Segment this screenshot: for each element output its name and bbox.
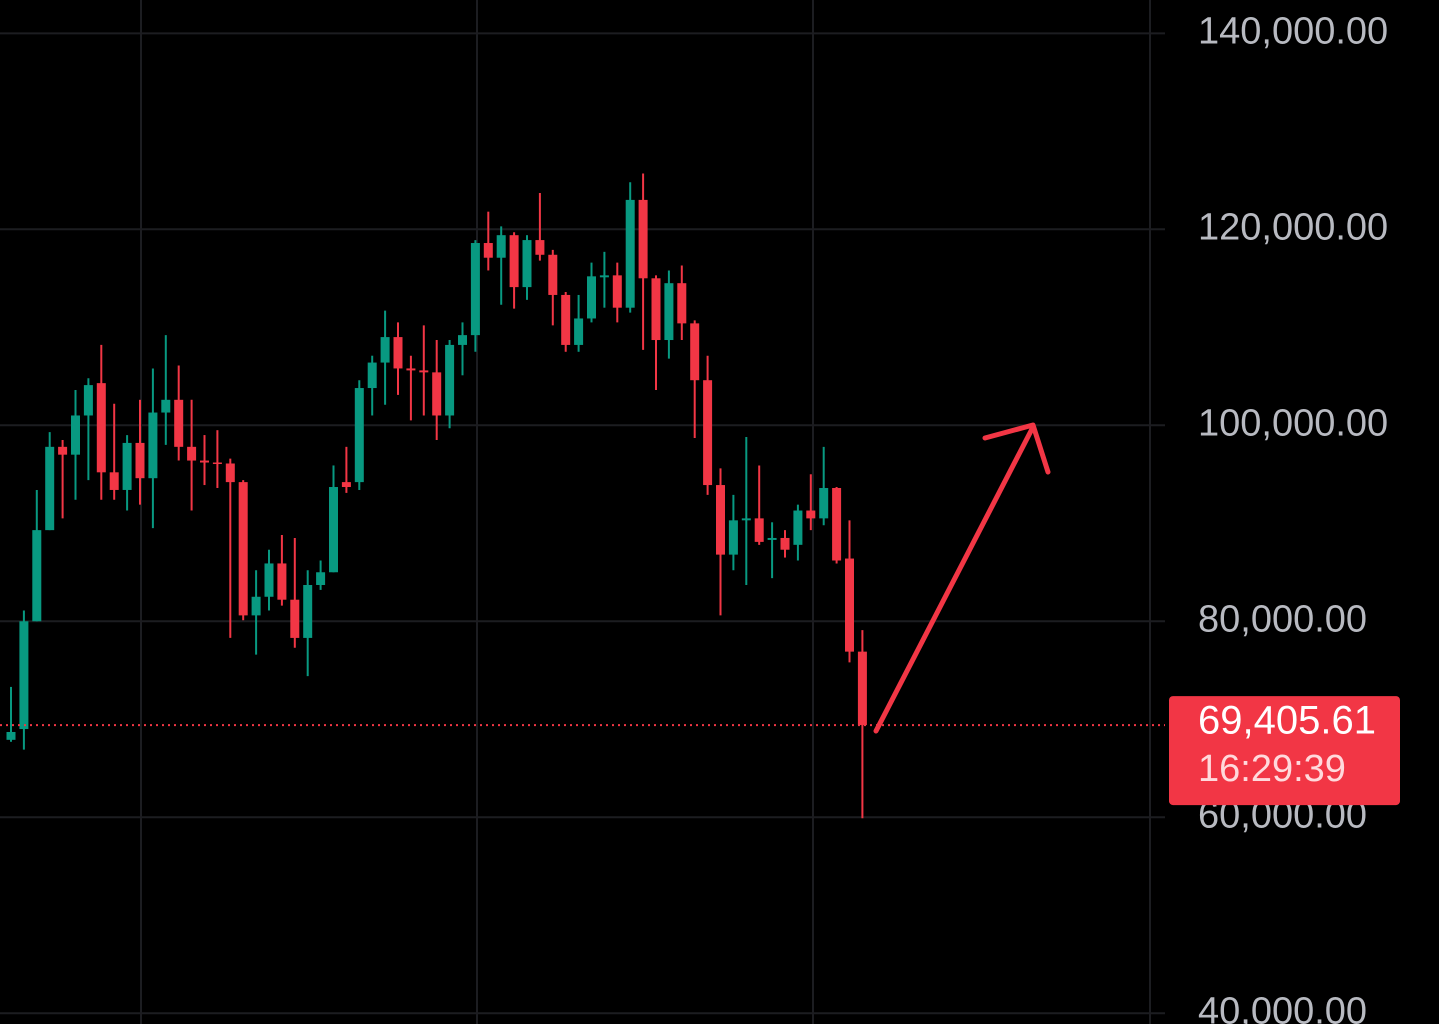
y-tick-label: 40,000.00: [1198, 990, 1367, 1024]
countdown: 16:29:39: [1198, 748, 1346, 790]
candle-body: [135, 442, 145, 479]
candle-body: [341, 482, 351, 488]
horizontal-grid: [0, 32, 1165, 1015]
candle-body: [32, 530, 42, 622]
candle-body: [509, 235, 519, 288]
candle-body: [832, 487, 842, 561]
last-price: 69,405.61 16:29:39: [0, 696, 1400, 806]
candle-body: [625, 199, 635, 308]
candle-body: [793, 510, 803, 545]
candle-body: [71, 415, 80, 455]
candle-body: [212, 462, 222, 465]
candle-body: [122, 442, 132, 490]
candle-body: [45, 446, 55, 531]
candles: [6, 173, 867, 819]
candle-body: [354, 388, 364, 483]
candle-body: [741, 518, 751, 521]
candle-body: [548, 254, 558, 295]
candle-body: [716, 485, 725, 555]
price-label: 69,405.61: [1198, 699, 1376, 743]
candle-body: [6, 731, 16, 740]
y-tick-label: 120,000.00: [1198, 206, 1388, 248]
candle-body: [587, 276, 596, 319]
candle-body: [470, 243, 480, 336]
candle-body: [290, 599, 300, 638]
candle-body: [393, 337, 403, 369]
candle-body: [845, 558, 854, 652]
candle-body: [264, 563, 274, 597]
candle-body: [780, 537, 790, 550]
candle-body: [187, 446, 197, 461]
candle-body: [19, 621, 29, 730]
candle-body: [225, 463, 235, 483]
candle-body: [819, 487, 829, 519]
candle-body: [148, 412, 158, 479]
candle-body: [612, 275, 622, 308]
candle-body: [664, 283, 674, 341]
candle-body: [574, 318, 584, 345]
candle-body: [303, 585, 313, 638]
candle-body: [58, 446, 68, 455]
candle-body: [419, 370, 429, 373]
candle-body: [806, 510, 816, 519]
candle-body: [432, 372, 442, 416]
candle-body: [83, 385, 93, 416]
price-label-box: [1169, 696, 1400, 806]
candle-body: [599, 275, 609, 278]
candle-body: [367, 362, 377, 389]
candle-body: [109, 472, 119, 490]
candle-body: [767, 537, 777, 540]
candle-body: [458, 335, 467, 345]
arrow-shaft: [873, 424, 1036, 734]
candle-body: [406, 368, 416, 371]
candle-body: [651, 278, 661, 341]
candle-body: [561, 294, 571, 345]
candle-body: [380, 337, 390, 363]
y-tick-label: 80,000.00: [1198, 598, 1367, 640]
y-tick-label: 100,000.00: [1198, 402, 1388, 444]
candle-body: [857, 651, 867, 726]
candle-body: [238, 482, 248, 616]
candle-body: [728, 520, 738, 555]
candle-body: [200, 460, 209, 463]
candle-body: [754, 518, 764, 542]
candle-body: [174, 399, 184, 447]
candle-body: [522, 240, 532, 288]
candle-body: [677, 283, 687, 324]
candle-body: [703, 380, 713, 486]
candle-body: [690, 323, 700, 381]
candle-body: [316, 572, 326, 586]
candle-body: [277, 563, 287, 600]
candle-body: [535, 240, 545, 255]
candle-body: [445, 344, 455, 416]
arrow-annotation: [873, 422, 1051, 734]
arrow-head: [982, 422, 1051, 475]
candle-body: [96, 383, 106, 473]
candle-body: [483, 243, 493, 258]
candle-body: [161, 399, 171, 413]
candle-body: [496, 235, 506, 258]
candle-body: [638, 199, 648, 279]
candle-body: [251, 596, 261, 616]
y-tick-label: 140,000.00: [1198, 10, 1388, 52]
candle-body: [329, 487, 338, 573]
